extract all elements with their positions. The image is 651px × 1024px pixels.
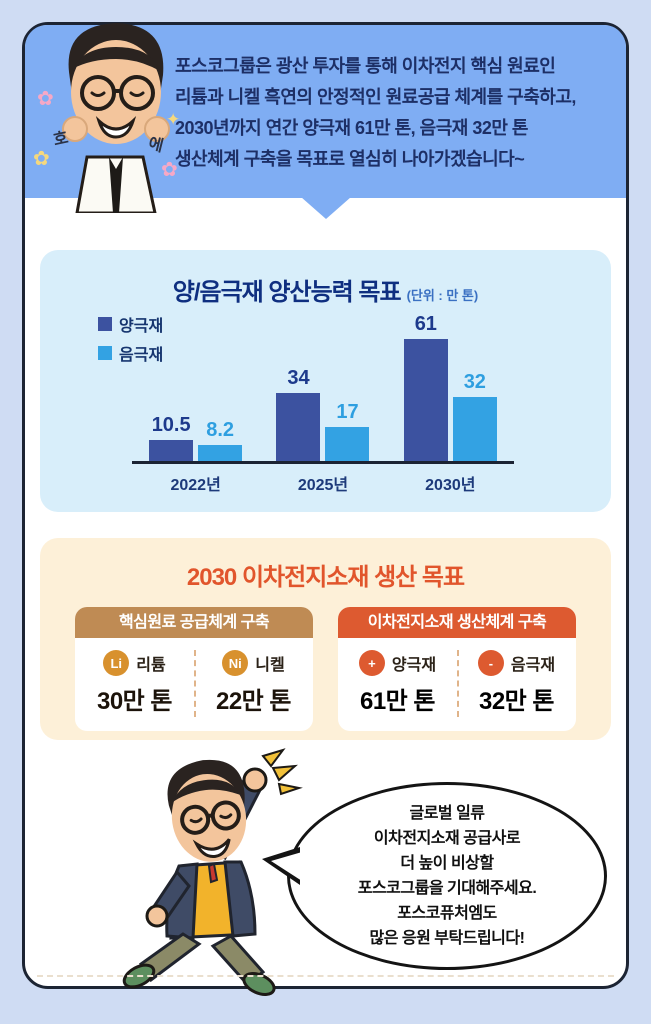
dashed-divider	[194, 650, 196, 717]
production-card-header: 이차전지소재 생산체계 구축	[338, 607, 576, 638]
nickel-item: Ni 니켈 22만 톤	[194, 650, 313, 716]
closing-line: 이차전지소재 공급사로	[373, 830, 521, 847]
bar-value-label: 17	[336, 401, 359, 423]
x-tick-2025: 2025년	[297, 477, 349, 494]
lithium-label: 리튬	[136, 657, 166, 674]
dashed-divider	[457, 650, 459, 717]
legend-swatch-cathode	[98, 317, 112, 331]
minus-icon: -	[477, 650, 504, 676]
chart-title: 양/음극재 양산능력 목표	[172, 279, 402, 306]
pink-flower-icon: ✿	[37, 88, 54, 110]
bar-cathode-2022	[149, 440, 194, 461]
chart-legend: 양극재 음극재	[98, 312, 163, 370]
bar-group-2022: 10.5 8.2	[149, 414, 243, 461]
bar-plot: 10.5 8.2 34 1	[132, 308, 514, 495]
legend-item-anode: 음극재	[98, 341, 163, 365]
anode-label: 음극재	[510, 657, 556, 674]
intro-speech-text: 포스코그룹은 광산 투자를 통해 이차전지 핵심 원료인 리튬과 니켈 흑연의 …	[175, 51, 617, 175]
supply-card-header: 핵심원료 공급체계 구축	[75, 607, 313, 638]
closing-line: 포스코그룹을 기대해주세요.	[357, 880, 537, 897]
yellow-flower-icon: ✿	[33, 148, 50, 170]
cathode-value: 61만 톤	[359, 688, 436, 715]
legend-swatch-anode	[98, 346, 112, 360]
yellow-star-icon: ✦	[166, 110, 181, 129]
anode-item: - 음극재 32만 톤	[457, 650, 576, 716]
main-card: ✿ ✿ ✦ ✿ 호 에 포스코그룹은 광산 투자를 통해 이차전지 핵심 원료인…	[22, 22, 629, 996]
lithium-icon: Li	[103, 650, 130, 676]
lithium-item: Li 리튬 30만 톤	[75, 650, 194, 716]
mascot-speaker-top	[62, 23, 170, 213]
bar-anode-2025	[325, 427, 370, 461]
bars-row: 10.5 8.2 34 1	[132, 308, 514, 464]
bar-cathode-2030	[403, 339, 448, 461]
bar-value-label: 10.5	[151, 414, 191, 436]
capacity-chart-panel: 양/음극재 양산능력 목표 (단위 : 만 톤) 양극재 음극재 10.5	[40, 250, 611, 512]
production-target-panel: 2030 이차전지소재 생산 목표 핵심원료 공급체계 구축 Li 리튬 30만…	[40, 538, 611, 740]
chart-unit-label: (단위 : 만 톤)	[406, 288, 479, 303]
closing-speech-bubble: 글로벌 일류 이차전지소재 공급사로 더 높이 비상할 포스코그룹을 기대해주세…	[262, 782, 607, 970]
x-tick-2030: 2030년	[425, 477, 476, 494]
bar-value-label: 61	[414, 313, 437, 335]
intro-line: 리튬과 니켈 흑연의 안정적인 원료공급 체계를 구축하고,	[175, 87, 576, 107]
bar-group-2030: 61 32	[403, 313, 497, 461]
intro-line: 2030년까지 연간 양극재 61만 톤, 음극재 32만 톤	[175, 118, 529, 138]
bar-value-label: 8.2	[206, 418, 235, 441]
closing-speech-text: 글로벌 일류 이차전지소재 공급사로 더 높이 비상할 포스코그룹을 기대해주세…	[290, 785, 604, 967]
bar-anode-2030	[452, 397, 497, 461]
bar-group-2025: 34 17	[276, 367, 370, 461]
bottom-scene: 글로벌 일류 이차전지소재 공급사로 더 높이 비상할 포스코그룹을 기대해주세…	[25, 740, 626, 996]
pink-flower-icon: ✿	[161, 159, 178, 181]
intro-line: 생산체계 구축을 목표로 열심히 나아가겠습니다~	[175, 149, 525, 169]
plus-icon: +	[358, 650, 385, 676]
legend-label: 양극재	[119, 318, 164, 335]
closing-line: 글로벌 일류	[409, 805, 485, 822]
bar-value-label: 34	[287, 367, 310, 389]
closing-line: 더 높이 비상할	[400, 855, 494, 872]
closing-line: 많은 응원 부탁드립니다!	[369, 930, 525, 947]
x-tick-2022: 2022년	[170, 477, 221, 494]
mascot-speaker-bottom	[122, 748, 303, 996]
header-bubble-tail	[300, 197, 351, 219]
cathode-item: + 양극재 61만 톤	[338, 650, 457, 716]
anode-value: 32만 톤	[478, 688, 555, 715]
legend-item-cathode: 양극재	[98, 312, 163, 336]
closing-line: 포스코퓨처엠도	[397, 905, 497, 922]
bar-anode-2022	[198, 444, 243, 461]
cathode-label: 양극재	[391, 657, 437, 674]
legend-label: 음극재	[119, 347, 164, 364]
header-speech-bubble: ✿ ✿ ✦ ✿ 호 에 포스코그룹은 광산 투자를 통해 이차전지 핵심 원료인…	[25, 23, 626, 213]
perforation-line	[37, 975, 614, 977]
nickel-value: 22만 톤	[215, 688, 292, 715]
bar-cathode-2025	[276, 393, 321, 461]
lithium-value: 30만 톤	[96, 688, 173, 715]
production-system-card: 이차전지소재 생산체계 구축 + 양극재 61만 톤 -	[338, 607, 576, 731]
target-section-title: 2030 이차전지소재 생산 목표	[186, 564, 465, 591]
nickel-icon: Ni	[222, 650, 249, 676]
supply-system-card: 핵심원료 공급체계 구축 Li 리튬 30만 톤 Ni	[75, 607, 313, 731]
bar-value-label: 32	[463, 371, 486, 393]
intro-line: 포스코그룹은 광산 투자를 통해 이차전지 핵심 원료인	[175, 56, 556, 76]
nickel-label: 니켈	[255, 657, 285, 674]
x-axis-labels: 2022년 2025년 2030년	[132, 464, 514, 495]
